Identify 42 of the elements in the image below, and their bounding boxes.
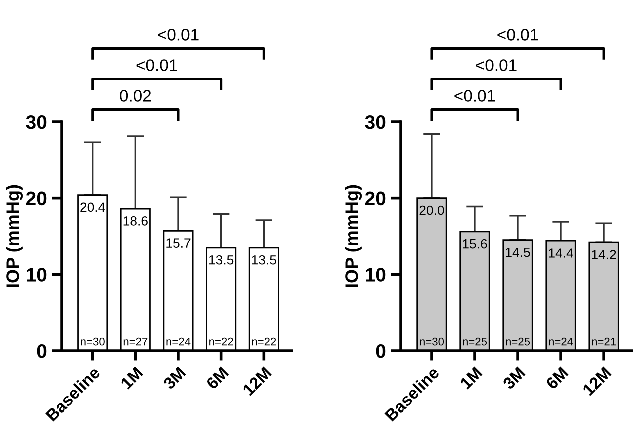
text: 0.02 (120, 90, 152, 102)
y-tick-label: 0 (376, 344, 386, 358)
data-label: 20.0 (420, 206, 444, 216)
y-tick-label: 30 (365, 115, 386, 130)
y-tick-label: 30 (26, 115, 47, 130)
annotation: n=21 (592, 338, 616, 346)
text: <0.01 (498, 29, 538, 41)
data-label: 18.6 (124, 216, 148, 226)
y-tick-label: 0 (37, 344, 47, 358)
y-tick-label: 10 (27, 268, 47, 282)
annotation: n=24 (166, 338, 191, 346)
data-label: 15.6 (463, 239, 488, 249)
y-axis-title: IOP (mmHg) (345, 185, 362, 288)
text: <0.01 (136, 60, 178, 72)
text: <0.01 (476, 60, 517, 72)
data-label: 15.7 (166, 238, 191, 248)
x-tick-label: 3M (162, 366, 186, 390)
data-label: 20.4 (80, 202, 106, 212)
data-label: 13.5 (252, 255, 276, 265)
y-tick-label: 10 (366, 268, 386, 282)
annotation: n=25 (463, 338, 488, 346)
data-label: 14.2 (592, 250, 616, 260)
annotation: n=30 (420, 338, 444, 346)
data-label: 13.5 (209, 255, 234, 265)
x-tick-label: 1M (460, 366, 483, 390)
y-tick-label: 20 (365, 192, 386, 206)
data-label: 14.5 (506, 248, 530, 258)
annotation: n=24 (549, 338, 574, 346)
y-tick-label: 20 (26, 192, 47, 206)
annotation: n=27 (124, 338, 148, 346)
x-tick-label: 1M (120, 366, 144, 390)
x-tick-label: 6M (545, 366, 569, 390)
x-tick-label: 3M (502, 366, 526, 390)
annotation: n=22 (210, 338, 234, 346)
y-axis-title: IOP (mmHg) (6, 185, 24, 288)
data-label: 14.4 (549, 248, 574, 258)
text: <0.01 (158, 29, 199, 41)
annotation: n=22 (252, 338, 276, 346)
text: <0.01 (454, 90, 496, 102)
annotation: n=30 (81, 338, 105, 346)
x-tick-label: 6M (206, 366, 230, 390)
annotation: n=25 (506, 338, 530, 346)
